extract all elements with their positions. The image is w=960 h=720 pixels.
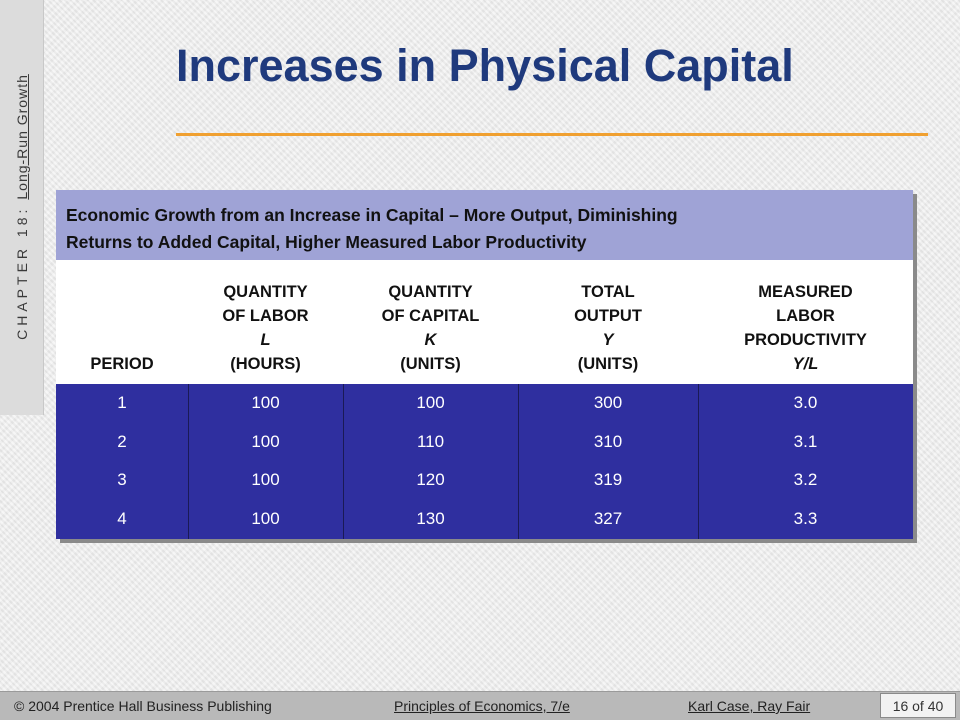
cell-output: 319 [593, 470, 623, 490]
column-divider [343, 384, 344, 539]
table-header: PERIOD QUANTITY OF LABOR L (HOURS) QUANT… [56, 260, 913, 384]
header-output-line2: OUTPUT [574, 307, 642, 325]
header-labor-unit: (HOURS) [230, 355, 301, 373]
header-labor-line2: OF LABOR [222, 307, 309, 325]
header-productivity-line2: LABOR [776, 307, 835, 325]
cell-period: 2 [117, 431, 127, 451]
cell-output: 300 [593, 393, 623, 413]
cell-period: 1 [117, 393, 127, 413]
chapter-topic: Long-Run Growth [14, 74, 30, 200]
footer-authors: Karl Case, Ray Fair [688, 698, 811, 714]
cell-output: 310 [593, 431, 623, 451]
header-output-symbol: Y [602, 331, 614, 349]
slide-footer: © 2004 Prentice Hall Business Publishing… [0, 691, 960, 720]
footer-book-title: Principles of Economics, 7/e [394, 698, 570, 714]
header-labor-symbol: L [260, 331, 271, 349]
header-capital-unit: (UNITS) [400, 355, 461, 373]
table-row: 3 100 120 319 3.2 [56, 461, 913, 500]
slide-title: Increases in Physical Capital [176, 40, 794, 91]
header-output-unit: (UNITS) [577, 355, 639, 373]
chapter-number: CHAPTER 18: [14, 205, 30, 340]
cell-capital: 120 [416, 470, 445, 490]
cell-labor: 100 [251, 508, 280, 528]
header-capital: QUANTITY OF CAPITAL K (UNITS) [343, 260, 518, 384]
caption-line-2: Returns to Added Capital, Higher Measure… [66, 232, 587, 252]
header-capital-symbol: K [424, 331, 437, 349]
caption-line-1: Economic Growth from an Increase in Capi… [66, 205, 678, 225]
page-number: 16 of 40 [880, 693, 956, 718]
cell-labor: 100 [251, 393, 280, 413]
cell-productivity: 3.2 [793, 470, 818, 490]
header-labor-line1: QUANTITY [223, 283, 308, 301]
header-capital-line1: QUANTITY [388, 283, 473, 301]
chapter-side-label: CHAPTER 18: Long-Run Growth [14, 74, 30, 340]
cell-capital: 100 [416, 393, 445, 413]
table-row: 4 100 130 327 3.3 [56, 500, 913, 539]
column-divider [518, 384, 519, 539]
title-underline [176, 133, 928, 136]
column-divider [698, 384, 699, 539]
header-productivity-line3: PRODUCTIVITY [744, 331, 867, 349]
header-period: PERIOD [56, 260, 188, 384]
column-divider [188, 384, 189, 539]
cell-productivity: 3.3 [793, 508, 818, 528]
cell-labor: 100 [251, 431, 280, 451]
cell-capital: 130 [416, 508, 445, 528]
cell-productivity: 3.1 [793, 431, 818, 451]
table-row: 1 100 100 300 3.0 [56, 384, 913, 423]
table-row: 2 100 110 310 3.1 [56, 423, 913, 462]
table-caption: Economic Growth from an Increase in Capi… [56, 190, 913, 260]
header-output-line1: TOTAL [581, 283, 635, 301]
data-table: Economic Growth from an Increase in Capi… [56, 190, 913, 539]
cell-labor: 100 [251, 470, 280, 490]
cell-capital: 110 [416, 431, 445, 451]
header-labor: QUANTITY OF LABOR L (HOURS) [188, 260, 343, 384]
header-productivity-symbol: Y/L [792, 355, 819, 373]
table-body: 1 100 100 300 3.0 2 100 110 310 3.1 3 10… [56, 384, 913, 539]
side-band: CHAPTER 18: Long-Run Growth [0, 0, 44, 415]
header-productivity: MEASURED LABOR PRODUCTIVITY Y/L [698, 260, 913, 384]
header-period-text: PERIOD [90, 355, 154, 373]
footer-copyright: © 2004 Prentice Hall Business Publishing [14, 698, 272, 714]
cell-productivity: 3.0 [793, 393, 818, 413]
header-output: TOTAL OUTPUT Y (UNITS) [518, 260, 698, 384]
header-productivity-line1: MEASURED [758, 283, 853, 301]
cell-period: 4 [117, 508, 127, 528]
header-capital-line2: OF CAPITAL [381, 307, 480, 325]
cell-period: 3 [117, 470, 127, 490]
cell-output: 327 [593, 508, 623, 528]
